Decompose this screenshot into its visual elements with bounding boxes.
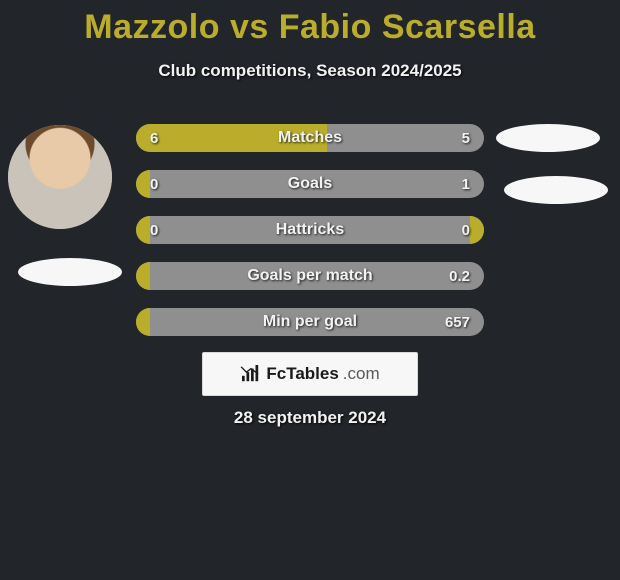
brand-box[interactable]: FcTables.com: [202, 352, 418, 396]
title-player-left: Mazzolo: [84, 8, 220, 46]
title-vs: vs: [220, 8, 279, 46]
player-left-flag: [18, 258, 122, 286]
brand-name-light: .com: [343, 364, 380, 384]
bar-left-fill: [136, 308, 150, 336]
bar-value-right: 657: [445, 308, 470, 336]
subtitle: Club competitions, Season 2024/2025: [0, 61, 620, 81]
bar-left-fill: [136, 262, 150, 290]
date-caption: 28 september 2024: [0, 408, 620, 428]
bar-row: Min per goal657: [136, 308, 484, 336]
page-title: Mazzolo vs Fabio Scarsella: [0, 0, 620, 47]
bar-left-fill: [136, 216, 150, 244]
title-player-right: Fabio Scarsella: [279, 8, 536, 46]
player-left-avatar: [8, 125, 112, 229]
bar-value-left: 0: [150, 170, 158, 198]
bar-row: Matches65: [136, 124, 484, 152]
bar-row: Goals per match0.2: [136, 262, 484, 290]
bar-value-right: 0: [462, 216, 470, 244]
bar-chart-icon: [240, 365, 262, 383]
brand-name-bold: FcTables: [266, 364, 338, 384]
bar-value-left: 0: [150, 216, 158, 244]
bar-value-right: 1: [462, 170, 470, 198]
comparison-bars: Matches65Goals01Hattricks00Goals per mat…: [136, 124, 484, 354]
bar-row: Goals0 1: [136, 170, 484, 198]
bar-right-fill: [470, 216, 484, 244]
bar-label: Hattricks: [136, 216, 484, 244]
bar-left-fill: [136, 170, 150, 198]
bar-value-right: 0.2: [449, 262, 470, 290]
bar-label: Goals: [136, 170, 484, 198]
player-right-flag-2: [504, 176, 608, 204]
bar-row: Hattricks0 0: [136, 216, 484, 244]
bar-label: Min per goal: [136, 308, 484, 336]
player-right-flag-1: [496, 124, 600, 152]
bar-left-fill: [136, 124, 327, 152]
bar-value-right: 5: [462, 124, 470, 152]
bar-label: Goals per match: [136, 262, 484, 290]
